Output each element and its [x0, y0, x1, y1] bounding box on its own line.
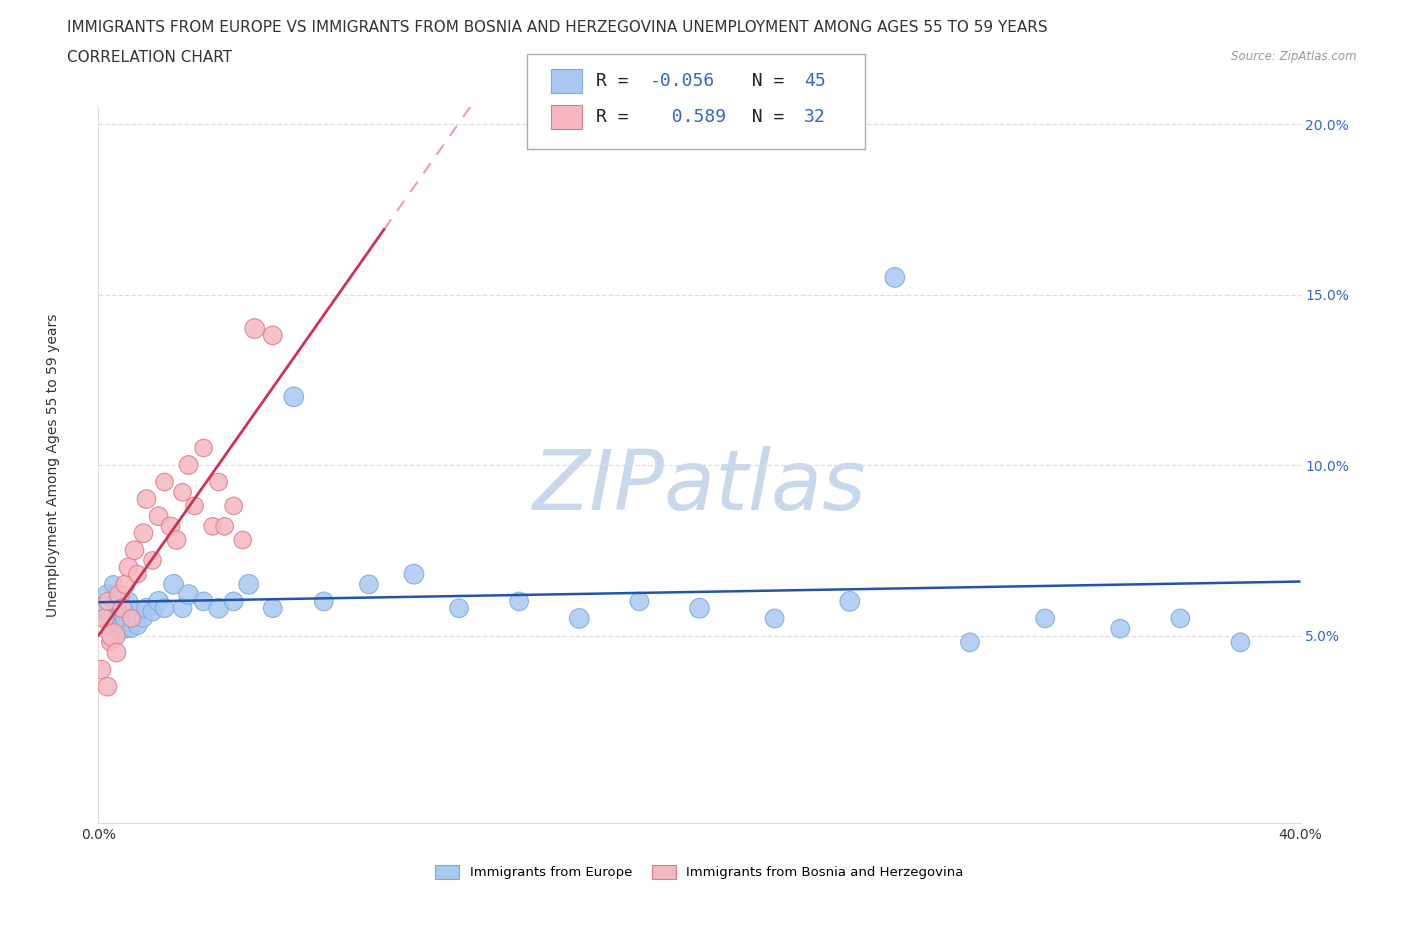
- Point: [959, 635, 981, 650]
- Point: [177, 458, 200, 472]
- Point: [183, 498, 205, 513]
- Text: R =: R =: [596, 108, 640, 126]
- Point: [127, 618, 149, 632]
- Point: [141, 553, 163, 568]
- Point: [90, 662, 112, 677]
- Point: [105, 594, 128, 609]
- Point: [103, 628, 125, 643]
- Point: [688, 601, 710, 616]
- Point: [96, 587, 118, 602]
- Point: [447, 601, 470, 616]
- Point: [283, 390, 305, 405]
- Point: [568, 611, 591, 626]
- Point: [114, 577, 136, 591]
- Point: [153, 474, 176, 489]
- Point: [132, 611, 155, 626]
- Point: [166, 533, 188, 548]
- Point: [114, 621, 136, 636]
- Point: [193, 594, 215, 609]
- Text: IMMIGRANTS FROM EUROPE VS IMMIGRANTS FROM BOSNIA AND HERZEGOVINA UNEMPLOYMENT AM: IMMIGRANTS FROM EUROPE VS IMMIGRANTS FRO…: [67, 20, 1047, 35]
- Point: [103, 577, 125, 591]
- Point: [93, 611, 115, 626]
- Point: [172, 601, 194, 616]
- Point: [111, 601, 134, 616]
- Point: [103, 628, 125, 643]
- Point: [117, 611, 139, 626]
- Point: [357, 577, 380, 591]
- Point: [262, 328, 284, 343]
- Legend: Immigrants from Europe, Immigrants from Bosnia and Herzegovina: Immigrants from Europe, Immigrants from …: [430, 859, 969, 884]
- Point: [159, 519, 181, 534]
- Text: N =: N =: [730, 108, 794, 126]
- Point: [508, 594, 530, 609]
- Point: [127, 566, 149, 581]
- Text: N =: N =: [730, 72, 794, 90]
- Point: [105, 645, 128, 660]
- Point: [222, 594, 245, 609]
- Point: [93, 601, 115, 616]
- Point: [148, 594, 170, 609]
- Point: [763, 611, 786, 626]
- Point: [100, 611, 122, 626]
- Point: [208, 474, 231, 489]
- Point: [1229, 635, 1251, 650]
- Point: [162, 577, 184, 591]
- Point: [121, 611, 143, 626]
- Point: [108, 587, 131, 602]
- Point: [153, 601, 176, 616]
- Point: [124, 543, 146, 558]
- Point: [121, 621, 143, 636]
- Point: [628, 594, 651, 609]
- Point: [108, 618, 131, 632]
- Text: -0.056: -0.056: [650, 72, 714, 90]
- Point: [135, 601, 157, 616]
- Point: [222, 498, 245, 513]
- Point: [124, 604, 146, 619]
- Text: ZIPatlas: ZIPatlas: [533, 446, 866, 527]
- Point: [141, 604, 163, 619]
- Text: 0.589: 0.589: [650, 108, 725, 126]
- Point: [148, 509, 170, 524]
- Text: Source: ZipAtlas.com: Source: ZipAtlas.com: [1232, 50, 1357, 63]
- Point: [132, 525, 155, 540]
- Point: [117, 594, 139, 609]
- Point: [193, 441, 215, 456]
- Point: [262, 601, 284, 616]
- Point: [1170, 611, 1192, 626]
- Point: [1109, 621, 1132, 636]
- Point: [838, 594, 860, 609]
- Point: [214, 519, 236, 534]
- Point: [172, 485, 194, 499]
- Text: CORRELATION CHART: CORRELATION CHART: [67, 50, 232, 65]
- Text: R =: R =: [596, 72, 640, 90]
- Point: [96, 594, 118, 609]
- Point: [96, 679, 118, 694]
- Point: [177, 587, 200, 602]
- Point: [243, 321, 266, 336]
- Point: [208, 601, 231, 616]
- Point: [1033, 611, 1056, 626]
- Point: [105, 611, 128, 626]
- Point: [135, 492, 157, 507]
- Point: [312, 594, 335, 609]
- Point: [232, 533, 254, 548]
- Point: [238, 577, 260, 591]
- Text: 32: 32: [804, 108, 825, 126]
- Point: [100, 635, 122, 650]
- Point: [117, 560, 139, 575]
- Text: 45: 45: [804, 72, 825, 90]
- Point: [883, 270, 905, 285]
- Point: [111, 601, 134, 616]
- Point: [201, 519, 224, 534]
- Text: Unemployment Among Ages 55 to 59 years: Unemployment Among Ages 55 to 59 years: [46, 313, 60, 617]
- Point: [402, 566, 425, 581]
